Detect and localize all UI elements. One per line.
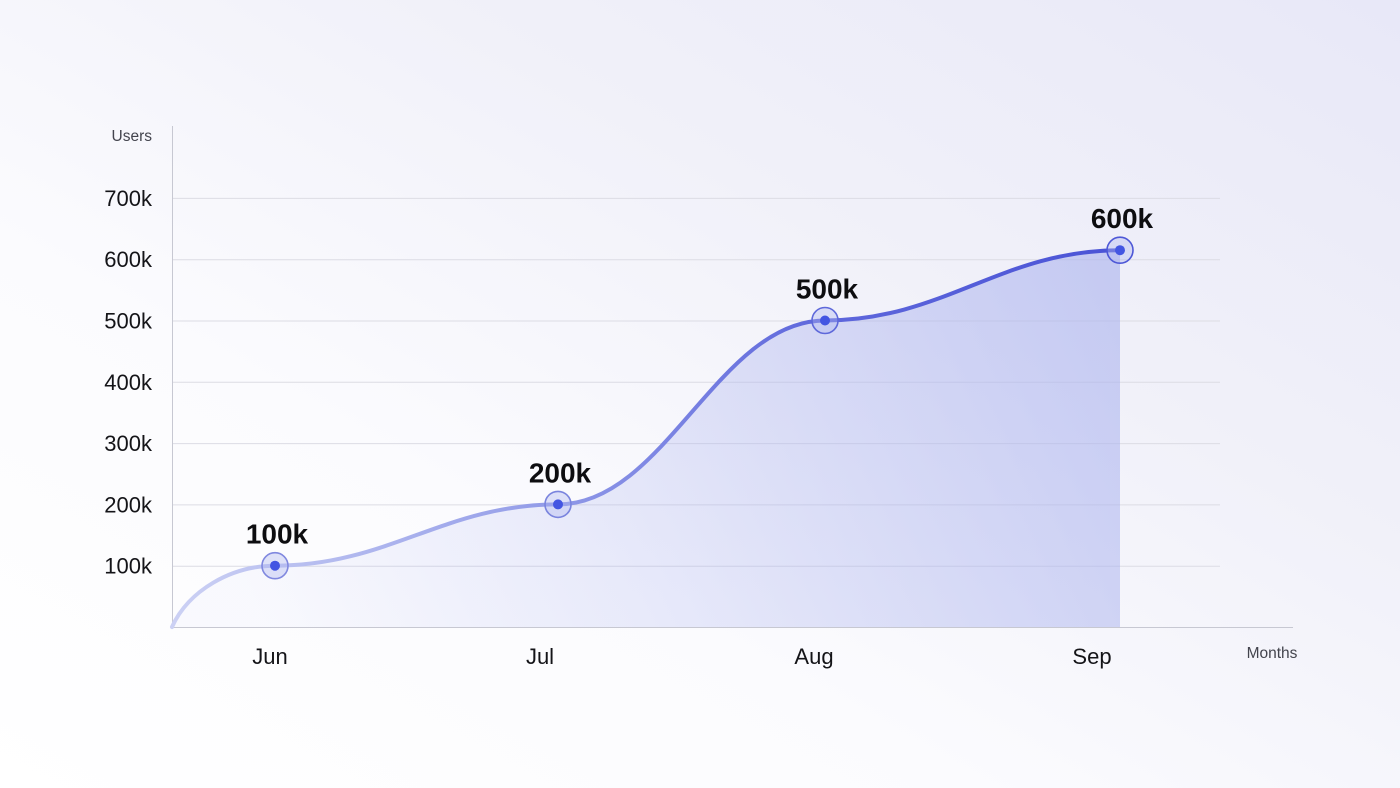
y-tick-label: 100k [104, 554, 153, 579]
data-point-dot [1115, 245, 1125, 256]
x-axis-title: Months [1247, 645, 1298, 662]
value-label: 500k [796, 274, 859, 305]
area-fill [172, 250, 1120, 627]
value-label: 100k [246, 519, 309, 550]
x-tick-label: Jun [252, 644, 287, 669]
data-point: 500k [796, 274, 859, 335]
value-label: 600k [1091, 203, 1154, 234]
data-point-dot [553, 499, 563, 510]
y-tick-label: 600k [104, 247, 153, 272]
data-point-dot [820, 315, 830, 326]
y-tick-label: 200k [104, 492, 153, 517]
x-tick-label: Sep [1072, 644, 1111, 669]
x-tick-label: Aug [794, 644, 833, 669]
data-point: 200k [529, 457, 592, 519]
y-tick-label: 300k [104, 431, 153, 456]
data-point-dot [270, 560, 280, 571]
y-tick-label: 700k [104, 186, 153, 211]
y-tick-label: 500k [104, 309, 153, 334]
data-point: 600k [1091, 203, 1154, 264]
x-tick-label: Jul [526, 644, 554, 669]
data-point: 100k [246, 519, 309, 580]
y-axis-title: Users [112, 128, 153, 145]
y-tick-label: 400k [104, 370, 153, 395]
value-label: 200k [529, 457, 592, 488]
